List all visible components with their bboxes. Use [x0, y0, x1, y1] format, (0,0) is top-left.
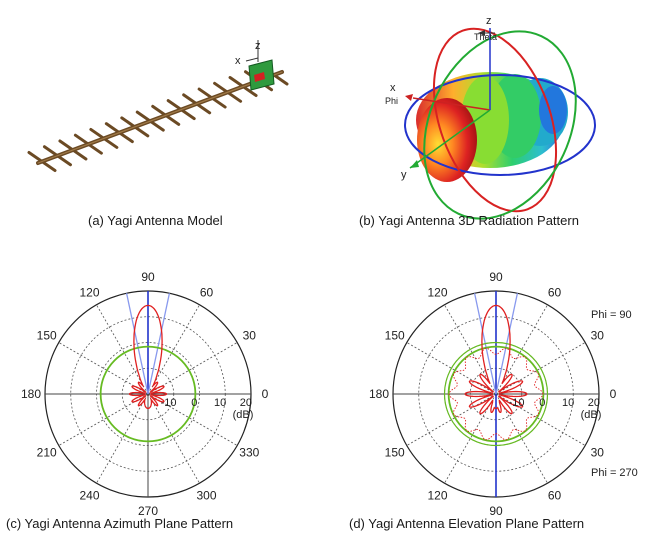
radial-unit-label: (dB)	[581, 409, 602, 421]
radial-label: -10	[509, 397, 525, 409]
polar-spoke	[495, 304, 548, 395]
angle-label: 30	[591, 446, 605, 460]
azimuth-polar-plot: 0 30 60 90 120 150 180 210 240 270 300 330 -10 0 10 20(…	[21, 270, 269, 518]
angle-label: 150	[385, 446, 405, 460]
beamwidth-line	[147, 293, 171, 395]
angle-label: 90	[141, 270, 155, 284]
azimuth-panel: 0 30 60 90 120 150 180 210 240 270 300 330 -10 0 10 20(…	[0, 262, 330, 545]
reference-gain-circle	[447, 345, 545, 443]
pattern3d-lobes	[416, 72, 568, 182]
polar-spoke	[147, 342, 238, 395]
caption-b: (b) Yagi Antenna 3D Radiation Pattern	[359, 213, 579, 228]
radiation-pattern-trace	[128, 304, 168, 410]
angle-label: 90	[489, 270, 503, 284]
pattern3d-drawing: z Theta x Phi y	[385, 15, 596, 220]
yagi-model-drawing: z x	[27, 40, 289, 172]
radial-label: -10	[161, 397, 177, 409]
phi-bottom-label: Phi = 270	[591, 467, 638, 479]
pattern3d-axis-y: y	[401, 169, 407, 181]
polar-spoke	[444, 393, 497, 484]
polar-spoke	[147, 393, 238, 446]
beamwidth-line	[125, 293, 149, 395]
polar-spoke	[444, 304, 497, 395]
polar-spoke	[495, 393, 586, 446]
pattern3d-axis-x: x	[390, 82, 396, 94]
radial-label: 10	[562, 397, 574, 409]
angle-label: 150	[37, 329, 57, 343]
angle-label: 0	[262, 387, 269, 401]
angle-label: 240	[79, 488, 99, 502]
angle-label: 30	[243, 329, 257, 343]
angle-label: 60	[200, 286, 214, 300]
polar-spoke	[406, 342, 497, 395]
radial-label: 10	[214, 397, 226, 409]
radial-unit-label: (dB)	[233, 409, 254, 421]
model-axis-z: z	[255, 40, 261, 52]
angle-label: 330	[239, 446, 259, 460]
polar-spoke	[406, 393, 497, 446]
angle-label: 0	[610, 387, 617, 401]
angle-label: 60	[548, 488, 562, 502]
radial-label: 0	[191, 397, 197, 409]
angle-label: 150	[385, 329, 405, 343]
radiation-pattern-inner-trace	[448, 347, 544, 441]
elevation-polar-plot: 0 30 60 90 120 150 180 150 120 90 60 30 -10 0 10 20(dB)…	[369, 270, 638, 518]
polar-spoke	[495, 393, 548, 484]
pattern3d-axis-phi: Phi	[385, 96, 398, 106]
yagi-model-panel: z x (a) Yagi Antenna Model	[0, 0, 330, 250]
pattern3d-axis-theta: Theta	[474, 32, 497, 42]
polar-spoke	[58, 342, 149, 395]
angle-label: 300	[196, 488, 216, 502]
reference-gain-circle	[99, 345, 197, 443]
polar-spoke	[147, 393, 200, 484]
pattern3d-axes: z Theta x Phi y	[385, 15, 497, 181]
angle-label: 30	[591, 329, 605, 343]
angle-label: 270	[138, 504, 158, 518]
polar-spoke	[495, 342, 586, 395]
pattern3d-panel: z Theta x Phi y (b) Yagi Antenna 3D Radi…	[335, 0, 669, 250]
polar-spoke	[147, 304, 200, 395]
caption-d: (d) Yagi Antenna Elevation Plane Pattern	[349, 516, 585, 531]
radiation-pattern-trace	[464, 304, 528, 415]
feed-assembly: z x	[235, 40, 275, 91]
radial-label: 20	[588, 397, 600, 409]
pattern3d-axis-z: z	[486, 15, 492, 27]
angle-label: 120	[79, 286, 99, 300]
pattern3d-rings	[404, 27, 596, 220]
caption-a: (a) Yagi Antenna Model	[88, 213, 223, 228]
phi-top-label: Phi = 90	[591, 309, 632, 321]
radial-label: 0	[539, 397, 545, 409]
caption-c: (c) Yagi Antenna Azimuth Plane Pattern	[6, 516, 234, 531]
model-axis-x: x	[235, 55, 241, 67]
polar-spoke	[58, 393, 149, 446]
polar-spoke	[96, 304, 149, 395]
polar-spoke	[96, 393, 149, 484]
elevation-panel: 0 30 60 90 120 150 180 150 120 90 60 30 -10 0 10 20 (dB)…	[335, 262, 669, 545]
angle-label: 180	[21, 387, 41, 401]
angle-label: 210	[37, 446, 57, 460]
angle-label: 120	[427, 488, 447, 502]
angle-label: 120	[427, 286, 447, 300]
angle-label: 60	[548, 286, 562, 300]
reference-gain-circle-outer	[443, 341, 549, 447]
angle-label: 90	[489, 504, 503, 518]
radial-label: 20	[240, 397, 252, 409]
angle-label: 180	[369, 387, 389, 401]
